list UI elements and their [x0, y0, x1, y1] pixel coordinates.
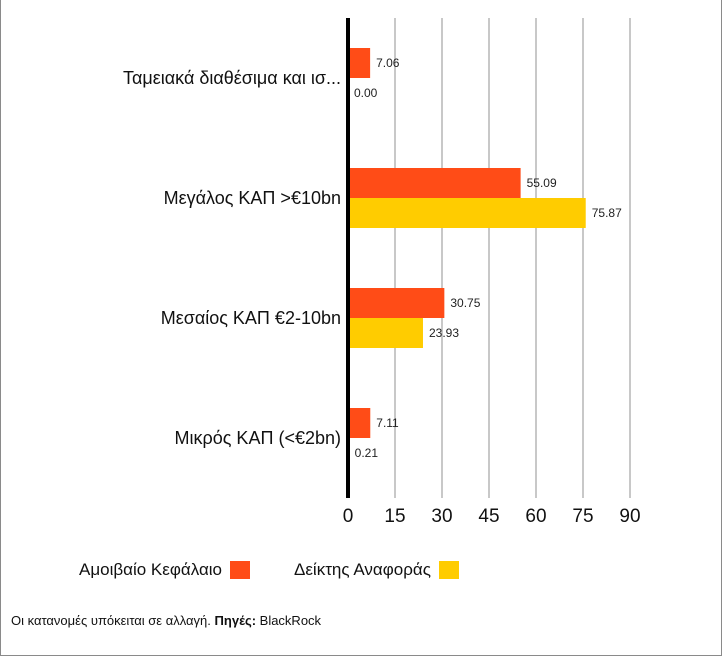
legend-swatch-fund — [230, 561, 250, 579]
bar-s1-c2 — [348, 318, 423, 348]
legend-item-benchmark: Δείκτης Αναφοράς — [294, 560, 459, 580]
x-tick-label-2: 30 — [431, 506, 452, 527]
x-tick-label-1: 15 — [384, 506, 405, 527]
x-tick-label-0: 0 — [343, 506, 354, 527]
bar-s1-c1 — [348, 198, 586, 228]
category-label-2: Μεσαίος ΚΑΠ €2-10bn — [161, 308, 341, 328]
legend-label-fund: Αμοιβαίο Κεφάλαιο — [79, 560, 222, 579]
category-label-1: Μεγάλος ΚΑΠ >€10bn — [164, 188, 341, 208]
data-label-s1-c0: 0.00 — [354, 86, 378, 100]
data-label-s0-c1: 55.09 — [527, 176, 557, 190]
bar-s0-c3 — [348, 408, 371, 438]
x-tick-label-3: 45 — [478, 506, 499, 527]
footer-source-value: BlackRock — [256, 613, 322, 628]
chart-legend: Αμοιβαίο Κεφάλαιο Δείκτης Αναφοράς — [79, 560, 503, 580]
footer-source-label: Πηγές: — [214, 613, 257, 628]
bar-s0-c1 — [348, 168, 521, 198]
category-label-0: Ταμειακά διαθέσιμα και ισ... — [123, 68, 341, 88]
data-label-s0-c0: 7.06 — [376, 56, 400, 70]
data-label-s0-c3: 7.11 — [376, 416, 399, 430]
bar-s0-c0 — [348, 48, 371, 78]
category-label-3: Μικρός ΚΑΠ (<€2bn) — [175, 428, 341, 448]
footer-note: Οι κατανομές υπόκειται σε αλλαγή. Πηγές:… — [11, 613, 321, 628]
legend-swatch-benchmark — [438, 561, 459, 579]
x-tick-label-4: 60 — [525, 506, 546, 527]
data-label-s0-c2: 30.75 — [450, 296, 480, 310]
data-label-s1-c3: 0.21 — [355, 446, 379, 460]
x-tick-label-6: 90 — [619, 506, 640, 527]
x-tick-label-5: 75 — [572, 506, 593, 527]
legend-label-benchmark: Δείκτης Αναφοράς — [294, 560, 431, 579]
legend-item-fund: Αμοιβαίο Κεφάλαιο — [79, 560, 250, 580]
bar-s0-c2 — [348, 288, 445, 318]
bar-chart: 0 15 30 45 60 75 90 Ταμειακά διαθέσιμα και ισ..… — [123, 18, 641, 527]
footer-note-text: Οι κατανομές υπόκειται σε αλλαγή. — [11, 613, 215, 628]
data-label-s1-c1: 75.87 — [592, 206, 622, 220]
data-label-s1-c2: 23.93 — [429, 326, 459, 340]
